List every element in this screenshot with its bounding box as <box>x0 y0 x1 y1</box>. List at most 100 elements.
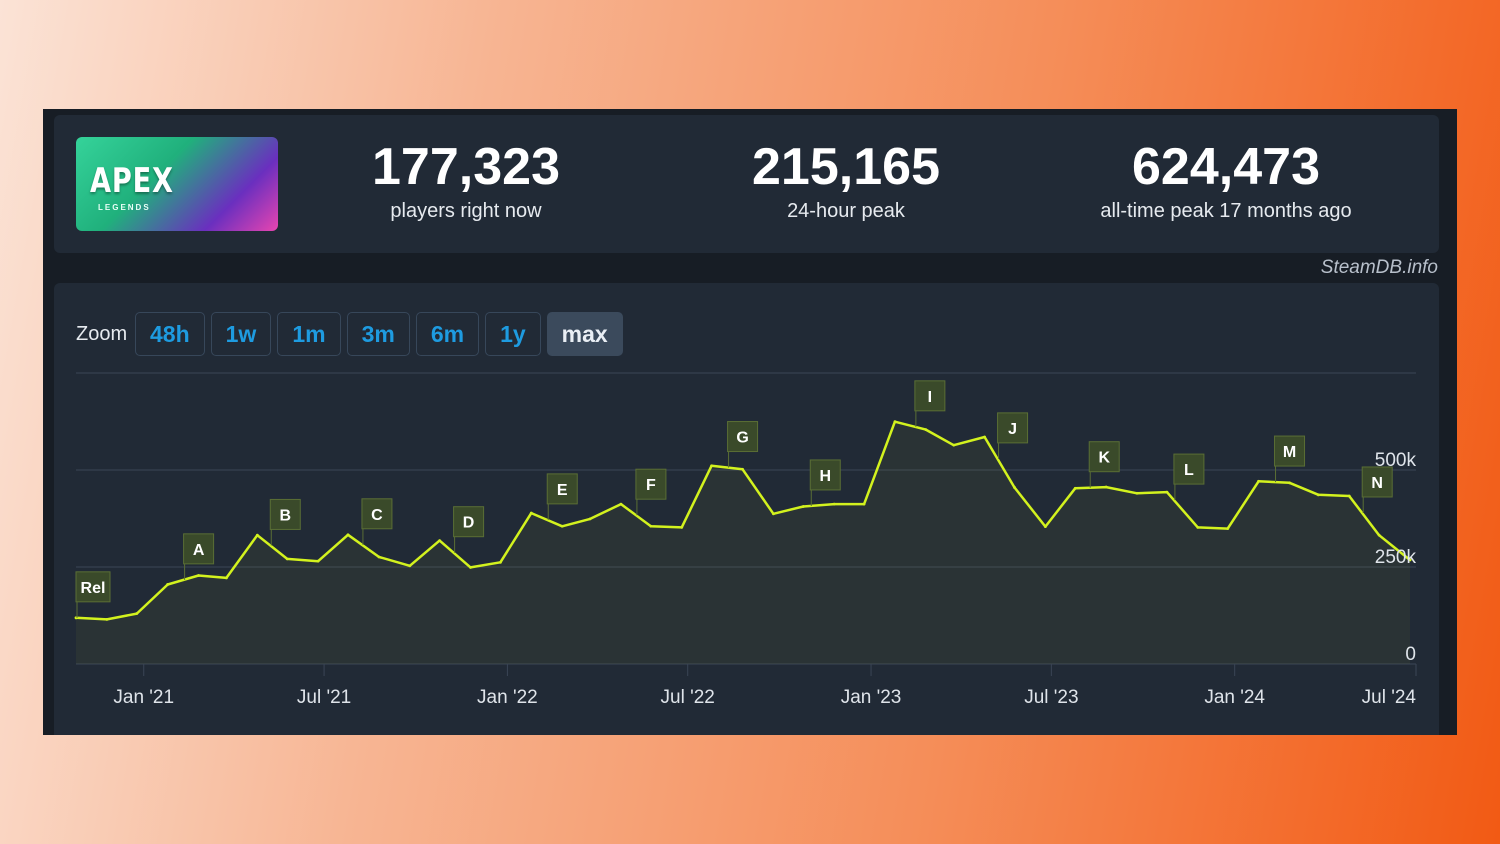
data-point <box>1288 481 1291 485</box>
x-tick-label: Jan '23 <box>841 687 902 708</box>
data-point <box>135 612 139 615</box>
zoom-6m-button[interactable]: 6m <box>415 312 480 356</box>
annotation-box <box>914 380 946 412</box>
game-logo-subtext: LEGENDS <box>98 203 151 212</box>
series-area <box>76 421 1411 664</box>
annotation-flag: N <box>1361 466 1393 513</box>
daily-peak-label: 24-hour peak <box>787 200 905 222</box>
data-point <box>832 502 836 506</box>
data-point <box>893 420 897 424</box>
zoom-1m-button[interactable]: 1m <box>277 312 341 356</box>
data-point <box>166 583 170 586</box>
annotation-label: K <box>1098 450 1110 467</box>
annotation-flag: B <box>269 498 301 546</box>
x-tick-label: Jan '22 <box>477 687 538 708</box>
data-point <box>1013 486 1016 489</box>
annotation-flag: F <box>635 468 667 516</box>
annotation-box <box>635 468 667 500</box>
annotation-flag: M <box>1274 435 1306 483</box>
daily-peak-stat: 215,165 24-hour peak <box>676 137 1016 223</box>
data-point <box>952 443 956 447</box>
data-point <box>1043 525 1047 529</box>
steamdb-widget: APEX LEGENDS 177,323 players right now 2… <box>43 109 1457 735</box>
data-point <box>316 559 320 563</box>
y-tick-label: 0 <box>1405 644 1416 665</box>
zoom-1w-button[interactable]: 1w <box>210 312 272 356</box>
annotation-label: F <box>646 477 656 494</box>
annotation-flag: K <box>1088 441 1120 488</box>
annotation-box <box>1173 453 1205 485</box>
annotation-label: L <box>1184 462 1194 479</box>
x-tick-label: Jul '22 <box>661 687 715 708</box>
annotation-label: E <box>557 482 568 499</box>
data-point <box>771 512 775 516</box>
annotation-label: D <box>463 515 475 532</box>
data-point <box>438 539 442 543</box>
annotation-box <box>183 533 215 565</box>
annotation-box <box>1361 466 1393 498</box>
player-count-chart[interactable]: Rel A B C D E F G H I J K L M N 0 250k 500k Jan '21 Jul '21… <box>54 283 1439 735</box>
annotation-flag: L <box>1173 453 1205 501</box>
annotation-flag: J <box>997 412 1029 459</box>
data-point <box>1104 485 1108 489</box>
annotation-box <box>1274 435 1306 467</box>
annotation-label: B <box>279 507 291 524</box>
data-point <box>225 576 228 580</box>
stats-bar: APEX LEGENDS 177,323 players right now 2… <box>54 115 1439 253</box>
data-point <box>408 564 412 568</box>
data-point <box>1135 491 1139 495</box>
annotation-label: C <box>371 507 383 524</box>
data-point <box>741 467 744 471</box>
data-point <box>529 511 533 515</box>
annotation-label: I <box>928 389 932 406</box>
zoom-max-button[interactable]: max <box>546 312 623 356</box>
zoom-3m-button[interactable]: 3m <box>346 312 410 356</box>
annotation-box <box>546 473 578 505</box>
current-players-value: 177,323 <box>372 138 560 196</box>
zoom-buttons: 48h 1w 1m 3m 6m 1y max <box>135 312 623 356</box>
data-point <box>1257 479 1260 483</box>
annotation-label: A <box>193 542 205 559</box>
annotation-label: H <box>819 468 831 485</box>
annotation-box <box>269 498 301 530</box>
data-point <box>499 560 502 564</box>
annotation-flag: H <box>809 459 841 506</box>
all-time-peak-value: 624,473 <box>1132 138 1320 196</box>
game-thumbnail[interactable]: APEX LEGENDS <box>76 137 278 231</box>
data-point <box>197 574 200 577</box>
data-point <box>105 617 109 621</box>
data-point <box>346 533 350 537</box>
data-point <box>377 555 381 559</box>
data-point <box>1316 493 1320 497</box>
data-point <box>983 435 987 439</box>
annotation-box <box>453 506 485 538</box>
data-point <box>862 502 866 506</box>
annotation-flag: C <box>361 498 393 545</box>
annotation-label: Rel <box>81 580 106 597</box>
data-point <box>285 557 289 561</box>
zoom-1y-button[interactable]: 1y <box>485 312 541 356</box>
data-point <box>649 524 653 528</box>
x-tick-label: Jan '24 <box>1204 687 1265 708</box>
data-point <box>588 517 592 521</box>
chart-panel: Zoom 48h 1w 1m 3m 6m 1y max Rel A B C D E F G H I… <box>54 283 1439 735</box>
annotation-box <box>809 459 841 491</box>
annotation-box <box>727 421 759 453</box>
annotation-box <box>1088 441 1120 473</box>
x-tick-label: Jul '21 <box>297 687 351 708</box>
y-tick-label: 500k <box>1375 450 1417 471</box>
annotation-flag: G <box>727 421 759 468</box>
data-point <box>1347 494 1351 498</box>
all-time-peak-stat: 624,473 all-time peak 17 months ago <box>1056 137 1396 223</box>
annotation-label: J <box>1008 421 1017 438</box>
annotation-flag: D <box>453 506 485 553</box>
game-logo-text: APEX <box>90 161 174 201</box>
steamdb-credit[interactable]: SteamDB.info <box>1320 257 1438 278</box>
data-point <box>1196 526 1200 529</box>
x-tick-label: Jan '21 <box>113 687 174 708</box>
zoom-48h-button[interactable]: 48h <box>135 312 205 356</box>
data-point <box>560 524 564 528</box>
annotation-flag: I <box>914 380 946 427</box>
zoom-label: Zoom <box>76 323 128 345</box>
data-point <box>469 565 472 569</box>
